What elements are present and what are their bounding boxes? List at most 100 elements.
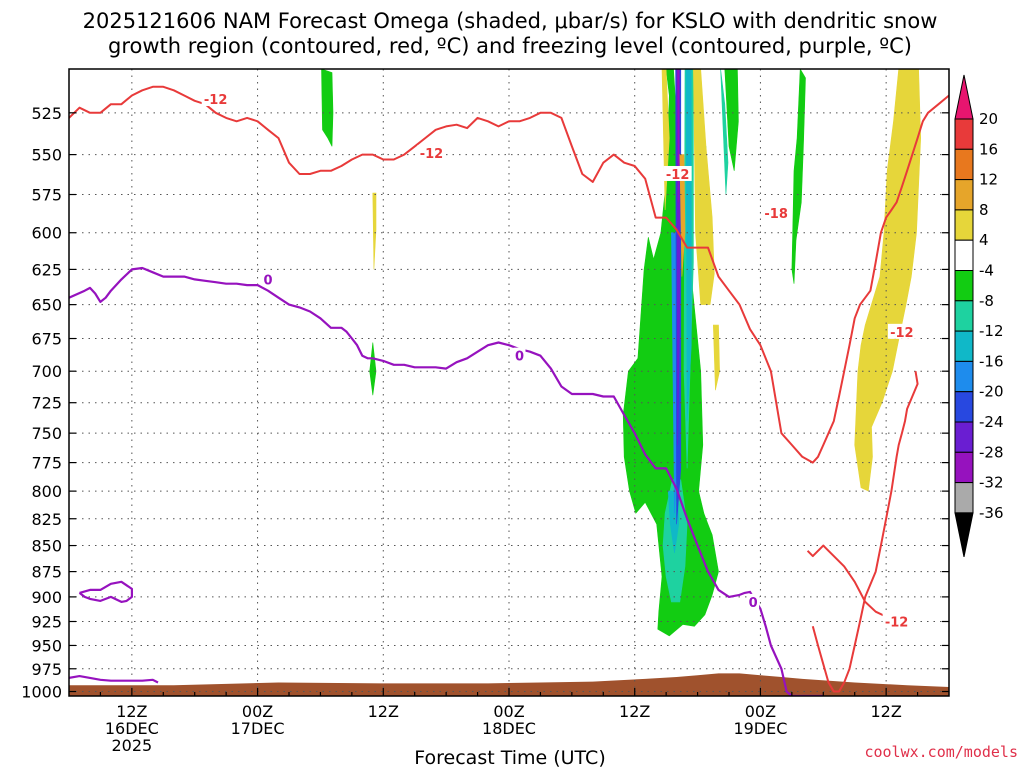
colorbar: 20 16 12 8 4 -4 -8 -12 -16 -20 -24 -28 -32 -36 bbox=[954, 74, 1004, 558]
contour-label-text-2: -12 bbox=[666, 168, 690, 183]
y-tick-label-9: 750 bbox=[31, 424, 62, 443]
colorbar-bin-11 bbox=[954, 421, 974, 453]
freezing-level-contour-0 bbox=[69, 266, 824, 696]
credit-text: coolwx.com/models bbox=[864, 743, 1018, 761]
y-tick-label-1: 550 bbox=[31, 146, 62, 165]
y-tick-label-7: 700 bbox=[31, 362, 62, 381]
contour-label-4: -12 bbox=[887, 323, 916, 341]
contour-label-text-1: -12 bbox=[420, 147, 444, 162]
colorbar-bin-13 bbox=[954, 482, 974, 514]
contour-label-text-8: 0 bbox=[749, 596, 758, 611]
colorbar-label-7: -12 bbox=[979, 322, 1004, 340]
dendritic-contour-1 bbox=[811, 371, 919, 693]
x-tick-label-3-0: 00Z bbox=[493, 702, 524, 721]
contour-label-bg-1 bbox=[417, 144, 446, 160]
contour-label-2: -12 bbox=[663, 165, 692, 183]
colorbar-bin-3 bbox=[954, 179, 974, 211]
grid-lines bbox=[69, 69, 949, 696]
contour-label-bg-2 bbox=[663, 165, 692, 181]
contour-label-1: -12 bbox=[417, 144, 446, 162]
colorbar-bin-5 bbox=[954, 239, 974, 271]
contour-lines bbox=[69, 85, 949, 696]
y-tick-label-18: 975 bbox=[31, 660, 62, 679]
omega-region-0 bbox=[622, 69, 719, 637]
x-tick-label-3-1: 18DEC bbox=[482, 719, 536, 738]
colorbar-label-9: -20 bbox=[979, 383, 1004, 401]
contour-label-0: -12 bbox=[201, 91, 230, 108]
y-tick-label-17: 950 bbox=[31, 636, 62, 655]
omega-region-1 bbox=[321, 69, 334, 147]
colorbar-label-13: -36 bbox=[979, 504, 1004, 522]
contour-label-bg-7 bbox=[513, 347, 526, 363]
omega-shading bbox=[321, 69, 922, 637]
y-tick-label-0: 525 bbox=[31, 104, 62, 123]
omega-region-16 bbox=[693, 69, 715, 305]
colorbar-bin-7 bbox=[954, 300, 974, 332]
y-tick-label-15: 900 bbox=[31, 588, 62, 607]
colorbar-bin-12 bbox=[954, 451, 974, 484]
dendritic-contour-0 bbox=[69, 85, 949, 464]
omega-region-3 bbox=[724, 69, 739, 171]
contour-label-3: -18 bbox=[762, 205, 791, 222]
contour-label-text-4: -12 bbox=[890, 326, 914, 341]
contour-label-bg-0 bbox=[201, 91, 230, 107]
colorbar-label-3: 8 bbox=[979, 201, 989, 219]
colorbar-bin-4 bbox=[954, 209, 974, 241]
freezing-level-contour-1 bbox=[78, 580, 133, 604]
contour-label-text-0: -12 bbox=[204, 93, 228, 108]
y-tick-label-8: 725 bbox=[31, 394, 62, 413]
y-tick-label-16: 925 bbox=[31, 613, 62, 632]
omega-region-14 bbox=[677, 69, 680, 203]
x-tick-label-4-0: 12Z bbox=[619, 702, 650, 721]
x-tick-label-5-1: 19DEC bbox=[733, 719, 787, 738]
omega-region-18 bbox=[372, 192, 377, 270]
terrain bbox=[69, 673, 949, 696]
colorbar-bin-6 bbox=[954, 270, 974, 302]
omega-region-5 bbox=[720, 69, 729, 195]
y-tick-label-12: 825 bbox=[31, 510, 62, 529]
y-tick-label-2: 575 bbox=[31, 186, 62, 205]
y-tick-label-11: 800 bbox=[31, 482, 62, 501]
omega-region-19 bbox=[854, 69, 922, 492]
contour-label-text-7: 0 bbox=[515, 350, 524, 365]
chart-title-line-2: growth region (contoured, red, ºC) and f… bbox=[108, 34, 912, 58]
colorbar-label-11: -28 bbox=[979, 443, 1004, 461]
contour-label-bg-3 bbox=[762, 205, 791, 221]
contour-label-6: 0 bbox=[262, 271, 275, 288]
colorbar-label-5: -4 bbox=[979, 262, 994, 280]
freezing-level-contour-2 bbox=[69, 674, 159, 684]
colorbar-top-triangle bbox=[954, 74, 974, 120]
y-tick-label-5: 650 bbox=[31, 296, 62, 315]
y-tick-label-14: 875 bbox=[31, 563, 62, 582]
y-tick-label-19: 1000 bbox=[21, 683, 62, 702]
omega-region-10 bbox=[685, 69, 692, 422]
y-tick-label-10: 775 bbox=[31, 454, 62, 473]
x-tick-label-0-2: 2025 bbox=[111, 736, 152, 755]
colorbar-bin-9 bbox=[954, 360, 974, 393]
contour-label-bg-4 bbox=[887, 323, 916, 339]
contour-label-7: 0 bbox=[513, 347, 526, 365]
x-tick-label-0-0: 12Z bbox=[116, 702, 147, 721]
contour-label-text-3: -18 bbox=[764, 207, 788, 222]
contour-labels: -12 -12 -12 -18 -12 -12 0 0 0 bbox=[201, 91, 916, 631]
omega-region-7 bbox=[667, 490, 680, 553]
omega-region-15 bbox=[661, 69, 670, 211]
y-tick-label-3: 600 bbox=[31, 224, 62, 243]
x-tick-label-5-0: 00Z bbox=[745, 702, 776, 721]
y-tick-label-6: 675 bbox=[31, 330, 62, 349]
y-tick-label-4: 625 bbox=[31, 260, 62, 279]
omega-region-4 bbox=[791, 69, 806, 284]
y-axis: 525 550 575 600 625 650 675 700 725 750 775 800 825 8… bbox=[21, 104, 949, 702]
y-tick-label-13: 850 bbox=[31, 537, 62, 556]
colorbar-label-6: -8 bbox=[979, 292, 994, 310]
colorbar-bin-10 bbox=[954, 391, 974, 423]
plot-area: -12 -12 -12 -18 -12 -12 0 0 0 bbox=[68, 68, 950, 697]
colorbar-label-10: -24 bbox=[979, 413, 1004, 431]
contour-label-bg-5 bbox=[882, 613, 911, 629]
colorbar-label-1: 16 bbox=[979, 140, 998, 158]
x-axis-title: Forecast Time (UTC) bbox=[414, 747, 605, 768]
contour-label-bg-8 bbox=[747, 593, 760, 609]
colorbar-label-2: 12 bbox=[979, 171, 998, 189]
